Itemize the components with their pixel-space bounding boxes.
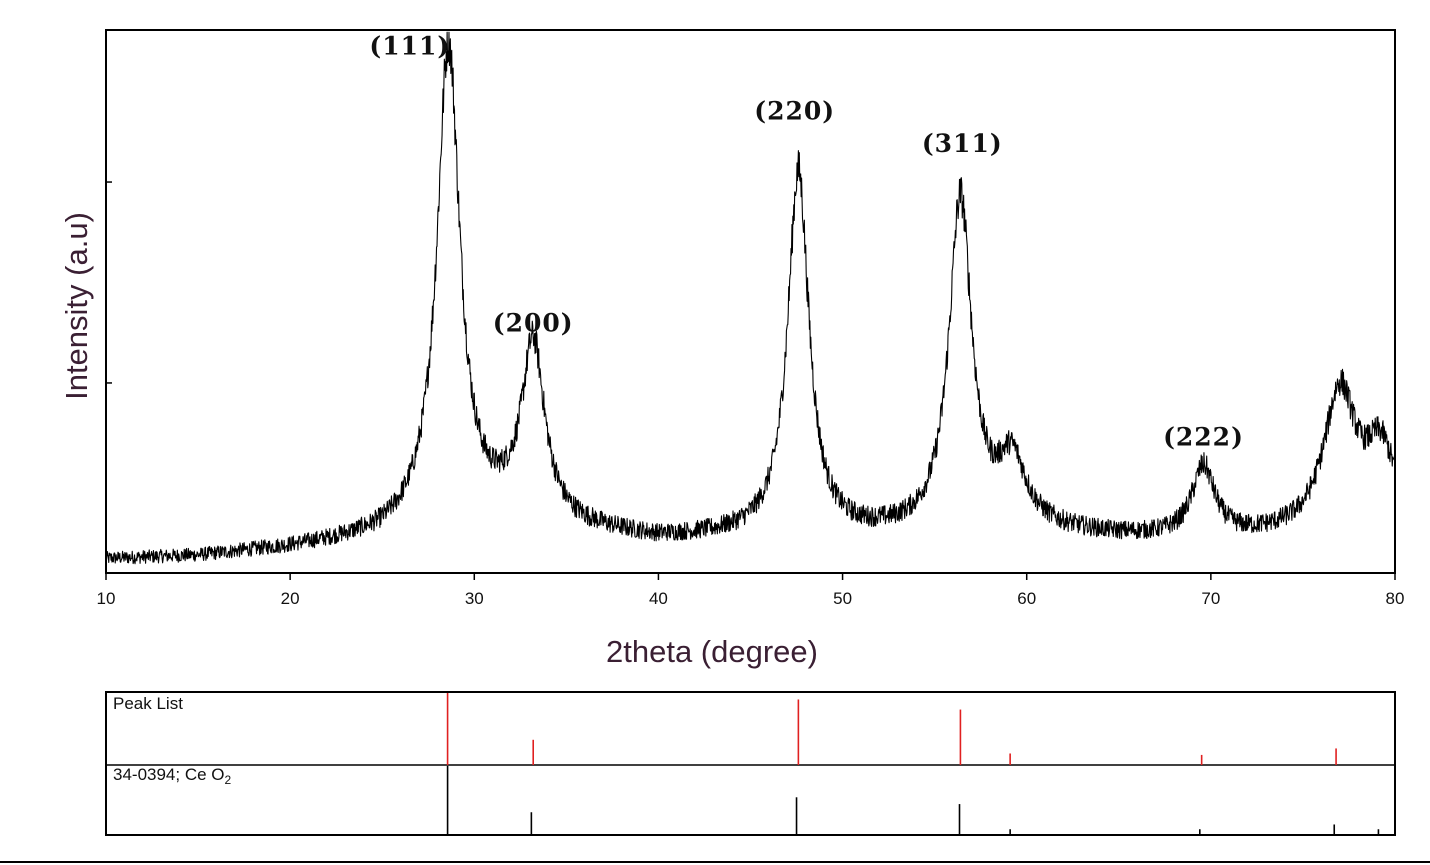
x-tick-label: 60: [1017, 589, 1036, 608]
reference-card-name: 34-0394; Ce O: [113, 765, 225, 784]
reference-card-label: 34-0394; Ce O2: [113, 765, 232, 787]
x-axis-ticks: 10 20 30 40 50 60 70 80: [97, 573, 1405, 608]
x-tick-label: 30: [465, 589, 484, 608]
peak-list-label: Peak List: [113, 694, 183, 713]
hkl-annotations: (111) (200) (220) (311) (222): [369, 31, 1244, 451]
hkl-label: (220): [754, 97, 835, 126]
x-tick-label: 70: [1201, 589, 1220, 608]
x-tick-label: 10: [97, 589, 116, 608]
y-axis-ticks: [106, 181, 112, 384]
x-axis-title: 2theta (degree): [606, 634, 818, 669]
x-tick-label: 50: [833, 589, 852, 608]
reference-sticks: [446, 766, 1380, 834]
x-tick-label: 80: [1386, 589, 1405, 608]
xrd-pattern-line: [105, 31, 1396, 565]
peak-list-sticks: [446, 693, 1337, 765]
x-tick-label: 20: [281, 589, 300, 608]
reference-panel: Peak List 34-0394; Ce O2: [105, 691, 1396, 836]
hkl-label: (200): [493, 308, 574, 337]
xrd-main-chart: 10 20 30 40 50 60 70 80 (111) (200) (220) (311) (22…: [59, 29, 1405, 669]
main-plot-frame: [105, 29, 1396, 574]
reference-card-subscript: 2: [225, 773, 232, 787]
y-axis-title: Intensity (a.u): [59, 212, 94, 400]
hkl-label: (311): [922, 129, 1003, 158]
reference-panel-frame: [105, 691, 1396, 836]
hkl-label: (222): [1163, 422, 1244, 451]
x-tick-label: 40: [649, 589, 668, 608]
hkl-label: (111): [369, 31, 450, 60]
